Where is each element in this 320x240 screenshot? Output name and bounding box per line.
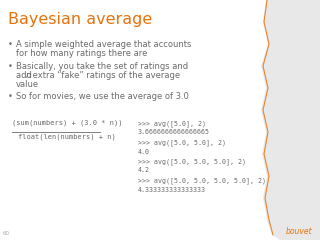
Text: bouvet: bouvet (285, 227, 312, 236)
Text: >>> avg([5.0, 5.0], 2): >>> avg([5.0, 5.0], 2) (138, 139, 226, 146)
Text: •: • (8, 62, 13, 71)
Text: Bayesian average: Bayesian average (8, 12, 152, 27)
Text: Basically, you take the set of ratings and: Basically, you take the set of ratings a… (16, 62, 188, 71)
Text: float(len(numbers) + n): float(len(numbers) + n) (18, 133, 116, 139)
Text: 4.333333333333333: 4.333333333333333 (138, 186, 206, 192)
Text: 60: 60 (3, 231, 10, 236)
Text: value: value (16, 80, 39, 89)
Text: >>> avg([5.0, 5.0, 5.0, 5.0], 2): >>> avg([5.0, 5.0, 5.0, 5.0], 2) (138, 177, 266, 184)
Text: 3.6666666666666665: 3.6666666666666665 (138, 130, 210, 136)
Text: add: add (16, 71, 35, 80)
Polygon shape (261, 0, 320, 240)
Text: >>> avg([5.0], 2): >>> avg([5.0], 2) (138, 120, 206, 127)
Text: •: • (8, 92, 13, 101)
Text: extra “fake” ratings of the average: extra “fake” ratings of the average (30, 71, 180, 80)
Text: 4.2: 4.2 (138, 168, 150, 174)
Text: So for movies, we use the average of 3.0: So for movies, we use the average of 3.0 (16, 92, 189, 101)
Text: for how many ratings there are: for how many ratings there are (16, 49, 148, 58)
Text: >>> avg([5.0, 5.0, 5.0], 2): >>> avg([5.0, 5.0, 5.0], 2) (138, 158, 246, 165)
Text: (sum(numbers) + (3.0 * n)): (sum(numbers) + (3.0 * n)) (12, 120, 123, 126)
Text: n: n (26, 71, 31, 80)
Text: A simple weighted average that accounts: A simple weighted average that accounts (16, 40, 191, 49)
Text: 4.0: 4.0 (138, 149, 150, 155)
Polygon shape (264, 0, 320, 240)
Text: •: • (8, 40, 13, 49)
